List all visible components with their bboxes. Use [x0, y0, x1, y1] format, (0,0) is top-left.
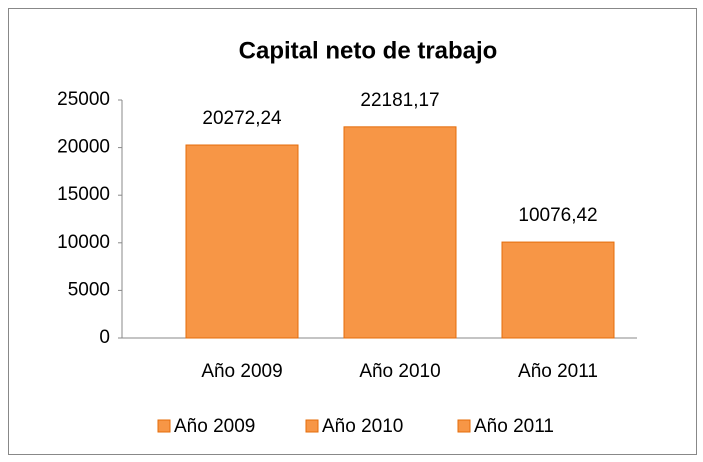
legend-label: Año 2011: [474, 416, 554, 437]
x-tick-label: Año 2009: [201, 361, 282, 382]
value-label: 10076,42: [518, 205, 597, 226]
bar: [343, 126, 457, 339]
x-tick-label: Año 2011: [518, 361, 598, 382]
legend-swatch: [457, 419, 471, 433]
y-tick-label: 5000: [68, 279, 110, 300]
legend-label: Año 2009: [174, 416, 255, 437]
bar: [501, 241, 615, 339]
y-tick-label: 20000: [57, 137, 110, 158]
legend-label: Año 2010: [322, 416, 403, 437]
value-label: 22181,17: [360, 90, 439, 111]
chart-title: Capital neto de trabajo: [239, 37, 498, 64]
y-tick-label: 25000: [57, 89, 110, 110]
value-label: 20272,24: [202, 108, 282, 129]
y-tick-label: 10000: [57, 232, 110, 253]
bar: [185, 144, 299, 339]
x-tick-label: Año 2010: [359, 361, 440, 382]
y-tick-label: 0: [99, 327, 110, 348]
legend-swatch: [157, 419, 171, 433]
y-tick-label: 15000: [57, 184, 110, 205]
legend-swatch: [305, 419, 319, 433]
